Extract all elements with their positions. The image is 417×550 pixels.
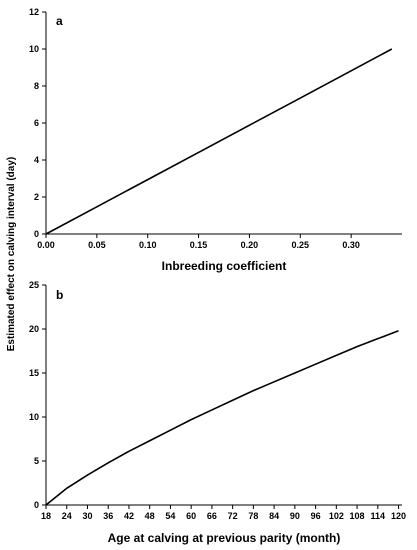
- x-tick-label: 30: [82, 511, 92, 521]
- y-tick-label: 20: [29, 324, 39, 334]
- x-tick-label: 24: [62, 511, 72, 521]
- x-tick-label: 18: [41, 511, 51, 521]
- x-tick-label: 0.25: [292, 240, 310, 250]
- x-tick-label: 48: [145, 511, 155, 521]
- x-tick-label: 42: [124, 511, 134, 521]
- y-tick-label: 2: [34, 192, 39, 202]
- x-tick-label: 0.30: [342, 240, 360, 250]
- x-axis-title: Age at calving at previous parity (month…: [108, 531, 341, 545]
- x-tick-label: 96: [311, 511, 321, 521]
- x-tick-label: 84: [269, 511, 279, 521]
- y-tick-label: 25: [29, 280, 39, 290]
- shared-y-axis-title: Estimated effect on calving interval (da…: [6, 157, 17, 352]
- y-tick-label: 12: [29, 7, 39, 17]
- y-tick-label: 15: [29, 368, 39, 378]
- series-line: [45, 48, 393, 235]
- x-tick-label: 66: [207, 511, 217, 521]
- x-tick-label: 0.10: [139, 240, 157, 250]
- x-tick-label: 114: [371, 511, 386, 521]
- y-tick-label: 0: [34, 229, 39, 239]
- chart-panel-b: 0 5 10 15 20 25 18 24 30 36 42 48 54 60 66 72 78 84 90 96 10…: [29, 280, 406, 545]
- x-tick-label: 78: [248, 511, 258, 521]
- y-tick-label: 6: [34, 118, 39, 128]
- x-tick-label: 120: [391, 511, 406, 521]
- series-line: [45, 330, 399, 506]
- x-tick-label: 0.00: [37, 240, 55, 250]
- x-tick-label: 60: [186, 511, 196, 521]
- panel-letter: b: [56, 288, 63, 302]
- y-tick-label: 0: [34, 500, 39, 510]
- y-tick-label: 10: [29, 44, 39, 54]
- y-tick-label: 10: [29, 412, 39, 422]
- x-tick-label: 0.05: [88, 240, 106, 250]
- x-tick-label: 36: [103, 511, 113, 521]
- x-tick-label: 90: [290, 511, 300, 521]
- x-axis-title: Inbreeding coefficient: [162, 259, 287, 273]
- y-tick-label: 4: [34, 155, 39, 165]
- x-tick-label: 72: [228, 511, 238, 521]
- x-tick-label: 108: [350, 511, 365, 521]
- y-tick-label: 8: [34, 81, 39, 91]
- y-tick-label: 5: [34, 456, 39, 466]
- x-tick-label: 54: [165, 511, 175, 521]
- x-tick-label: 0.15: [190, 240, 208, 250]
- panel-letter: a: [56, 14, 63, 28]
- x-tick-label: 0.20: [241, 240, 259, 250]
- chart-panel-a: 0 2 4 6 8 10 12 0.00 0.05 0.10 0.15 0.20 0.25 0.30 a In…: [29, 7, 402, 273]
- x-tick-label: 102: [329, 511, 344, 521]
